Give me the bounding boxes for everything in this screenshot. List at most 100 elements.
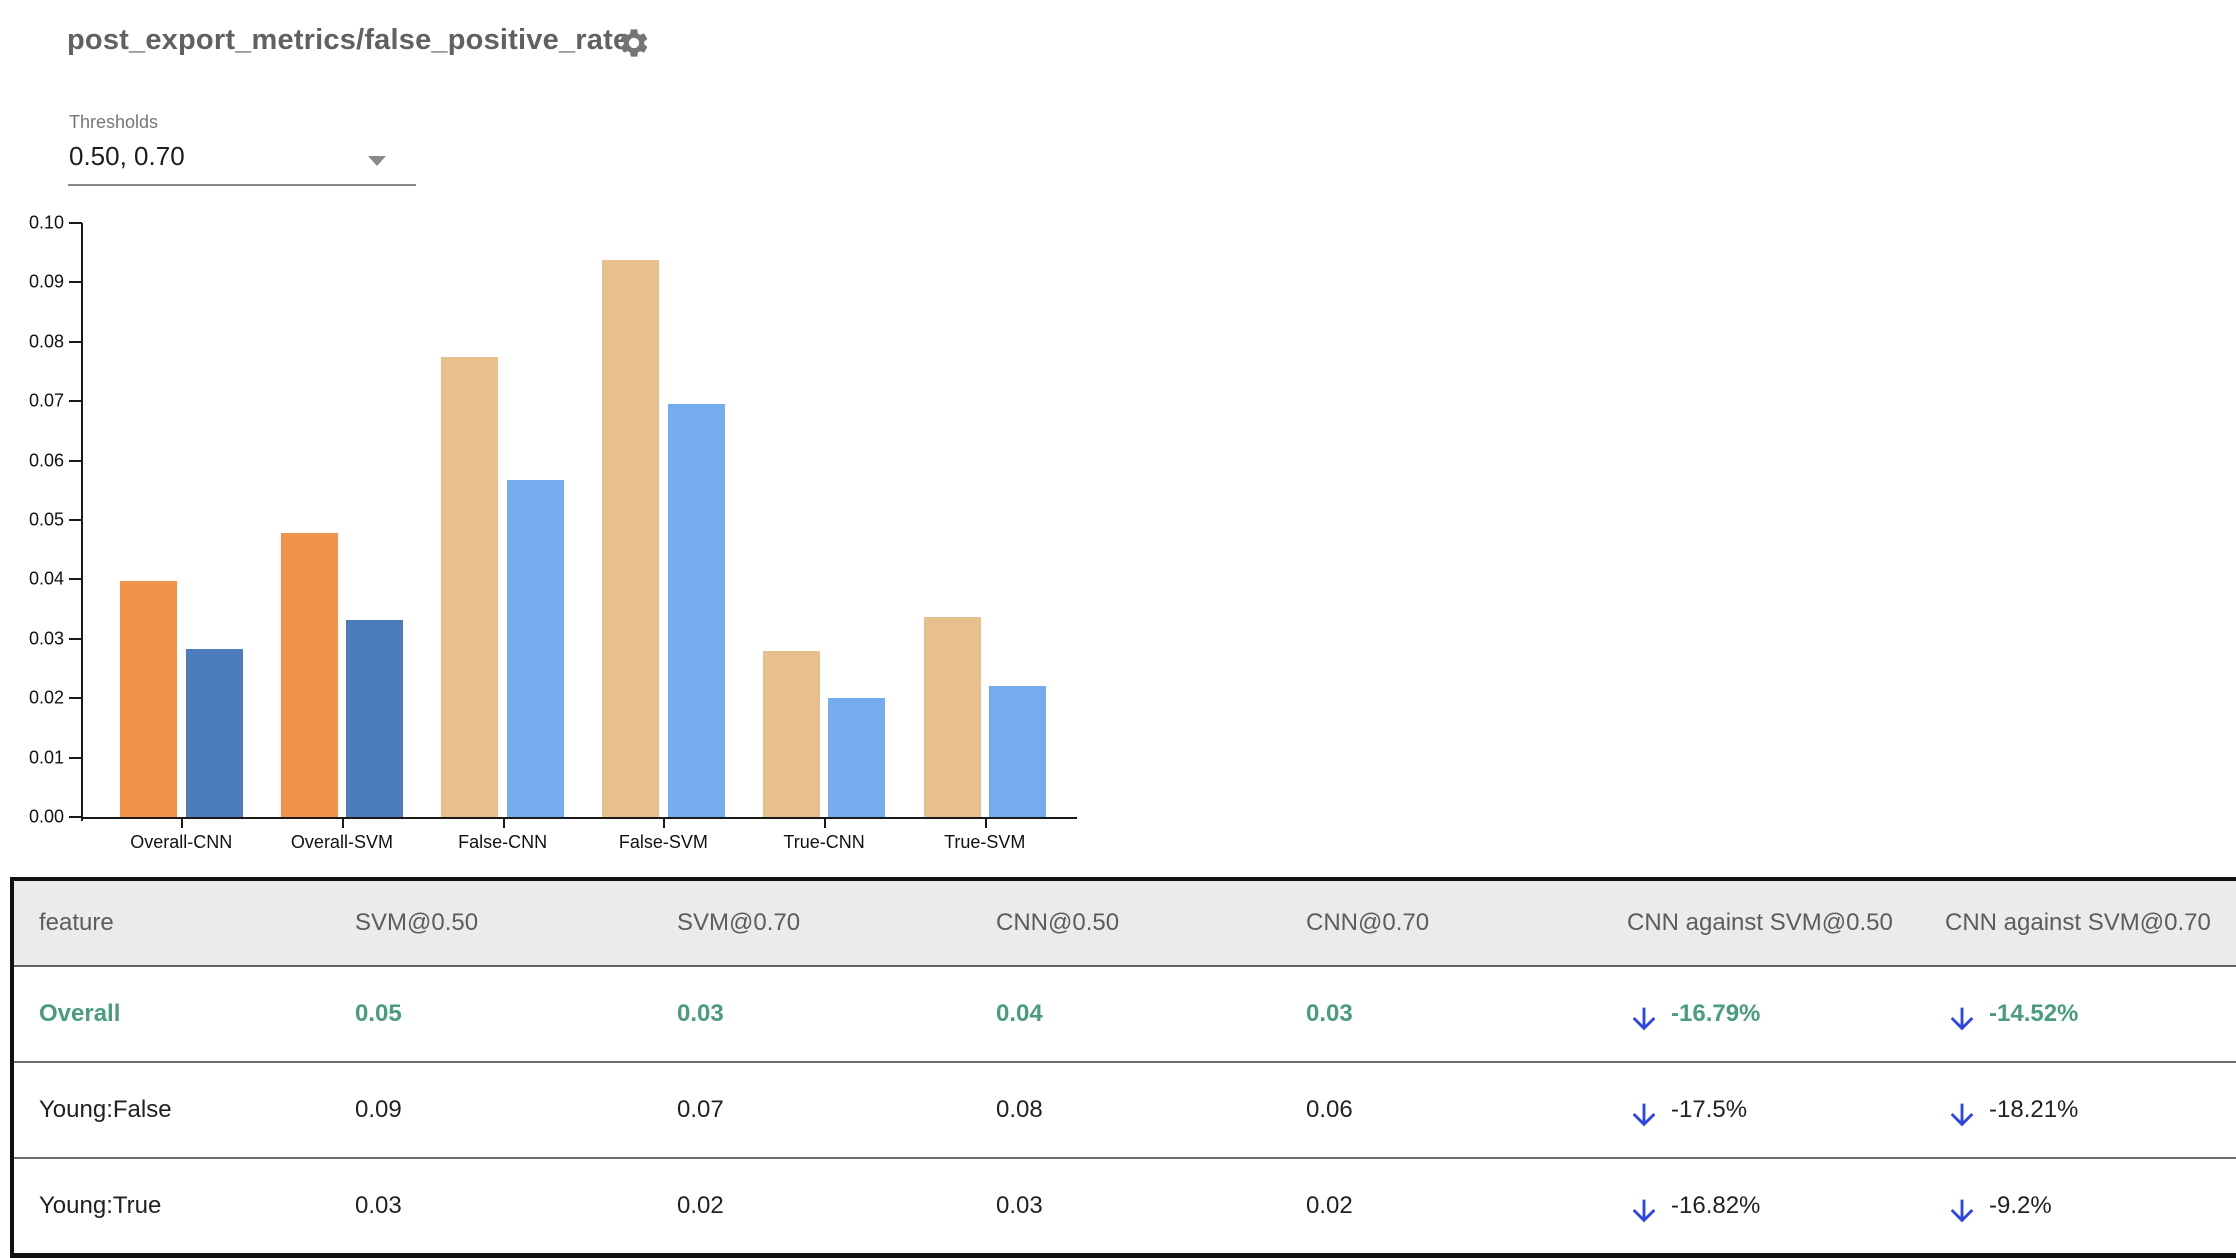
comparison-percent: -16.82%: [1671, 1192, 1761, 1219]
bar-false-cnn-050: [441, 356, 499, 817]
y-axis-tick: [69, 816, 82, 818]
metric-value-cell: 0.02: [677, 1192, 724, 1219]
metric-value-cell: 0.07: [677, 1096, 724, 1123]
y-axis-tick-label: 0.01: [28, 747, 64, 768]
y-axis-tick: [69, 637, 82, 640]
comparison-cell: -16.79%: [1602, 997, 1920, 1031]
y-axis-line: [81, 223, 83, 821]
metrics-table: feature SVM@0.50 SVM@0.70 CNN@0.50 CNN@0.70 C…: [10, 877, 2236, 1258]
arrow-down-icon: [1950, 1199, 1974, 1223]
column-header: SVM@0.50: [355, 909, 479, 936]
bar-overall-svm-050: [280, 533, 338, 817]
chevron-down-icon: [368, 156, 386, 166]
comparison-cell: -18.21%: [1920, 1093, 2236, 1127]
y-axis-tick: [69, 222, 82, 224]
y-axis-tick-label: 0.10: [28, 212, 64, 233]
metric-value-cell: 0.08: [996, 1096, 1043, 1123]
y-axis-tick: [69, 756, 82, 759]
column-header: SVM@0.70: [677, 909, 801, 936]
comparison-cell: -17.5%: [1602, 1093, 1920, 1127]
bar-false-cnn-070: [506, 480, 564, 817]
x-axis-tick: [824, 819, 827, 828]
table-header-row: feature SVM@0.50 SVM@0.70 CNN@0.50 CNN@0.70 C…: [14, 881, 2236, 967]
y-axis-tick-label: 0.03: [28, 628, 64, 649]
arrow-down-icon: [1950, 1103, 1974, 1127]
page-title: post_export_metrics/false_positive_rate: [67, 24, 630, 56]
x-axis-label: Overall-SVM: [290, 832, 393, 852]
feature-cell: Young:False: [39, 1096, 172, 1123]
metric-value-cell: 0.03: [677, 1000, 724, 1027]
arrow-down-icon: [1950, 1007, 1974, 1031]
comparison-cell: -14.52%: [1920, 997, 2236, 1031]
column-header: CNN@0.50: [996, 909, 1120, 936]
y-axis-tick-label: 0.04: [28, 568, 64, 589]
y-axis-tick-label: 0.00: [28, 806, 64, 827]
x-axis-tick: [341, 819, 344, 828]
bar-true-svm-050: [923, 616, 981, 817]
comparison-cell: -9.2%: [1920, 1189, 2236, 1223]
bar-false-svm-050: [602, 260, 660, 817]
y-axis-tick: [69, 281, 82, 284]
comparison-percent: -17.5%: [1671, 1096, 1748, 1123]
false-positive-rate-bar-chart: 0.00 0.01 0.02 0.03 0.04 0.05 0.06 0.07 0.08 0.09…: [0, 0, 1120, 880]
y-axis-tick: [69, 697, 82, 700]
comparison-percent: -14.52%: [1989, 1000, 2079, 1027]
comparison-percent: -18.21%: [1989, 1096, 2079, 1123]
column-header: CNN@0.70: [1306, 909, 1430, 936]
x-axis-label: Overall-CNN: [130, 832, 233, 852]
bar-true-svm-070: [989, 685, 1046, 817]
y-axis-tick-label: 0.05: [28, 509, 64, 530]
thresholds-value: 0.50, 0.70: [69, 141, 185, 171]
y-axis-tick-label: 0.09: [28, 271, 64, 292]
metric-value-cell: 0.09: [355, 1096, 402, 1123]
y-axis-tick-label: 0.07: [28, 390, 64, 411]
x-axis-label: True-CNN: [783, 832, 865, 852]
column-header: CNN against SVM@0.70: [1945, 909, 2211, 936]
y-axis-tick: [69, 519, 82, 521]
column-header: CNN against SVM@0.50: [1627, 909, 1893, 936]
y-axis-tick: [69, 400, 82, 403]
x-axis-tick: [984, 819, 987, 828]
comparison-percent: -9.2%: [1989, 1192, 2052, 1219]
metric-value-cell: 0.03: [1306, 1000, 1353, 1027]
bar-overall-cnn-050: [120, 580, 177, 817]
bar-true-cnn-050: [762, 650, 820, 817]
x-axis-tick: [663, 819, 666, 828]
table-row[interactable]: Overall 0.05 0.03 0.04 0.03 -16.79% -14.52%: [14, 967, 2236, 1063]
metric-value-cell: 0.04: [996, 1000, 1043, 1027]
dropdown-underline: [68, 184, 416, 186]
x-axis-line: [81, 817, 1077, 819]
metric-value-cell: 0.06: [1306, 1096, 1353, 1123]
arrow-down-icon: [1632, 1007, 1656, 1031]
y-axis-tick: [69, 340, 82, 343]
settings-gear-icon[interactable]: [617, 26, 651, 60]
table-row[interactable]: Young:False 0.09 0.07 0.08 0.06 -17.5% -18.21%: [14, 1063, 2236, 1159]
bar-overall-cnn-070: [185, 649, 243, 817]
metric-value-cell: 0.03: [355, 1192, 402, 1219]
x-axis-tick: [181, 819, 184, 828]
thresholds-label: Thresholds: [69, 112, 159, 132]
y-axis-tick-label: 0.08: [28, 331, 64, 352]
thresholds-dropdown[interactable]: 0.50, 0.70: [68, 136, 416, 186]
comparison-percent: -16.79%: [1671, 1000, 1761, 1027]
bar-true-cnn-070: [828, 697, 886, 817]
bar-overall-svm-070: [346, 619, 404, 817]
comparison-cell: -16.82%: [1602, 1189, 1920, 1223]
bar-false-svm-070: [667, 404, 725, 817]
table-row[interactable]: Young:True 0.03 0.02 0.03 0.02 -16.82% -9.2%: [14, 1159, 2236, 1253]
x-axis-label: True-SVM: [944, 832, 1026, 852]
y-axis-tick: [69, 459, 82, 462]
metric-value-cell: 0.02: [1306, 1192, 1353, 1219]
metric-value-cell: 0.05: [355, 1000, 402, 1027]
metric-value-cell: 0.03: [996, 1192, 1043, 1219]
arrow-down-icon: [1632, 1103, 1656, 1127]
x-axis-label: False-SVM: [618, 832, 708, 852]
y-axis-tick-label: 0.02: [28, 687, 64, 708]
column-header: feature: [39, 909, 114, 936]
x-axis-tick: [502, 819, 505, 828]
y-axis-tick-label: 0.06: [28, 450, 64, 471]
x-axis-label: False-CNN: [458, 832, 548, 852]
feature-cell: Overall: [39, 1000, 121, 1027]
feature-cell: Young:True: [39, 1192, 162, 1219]
